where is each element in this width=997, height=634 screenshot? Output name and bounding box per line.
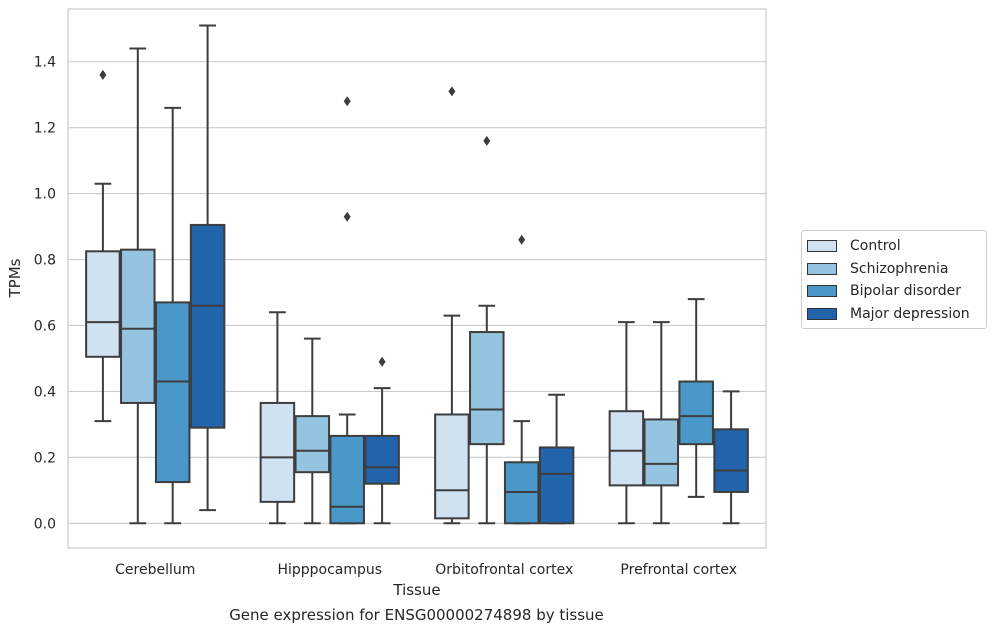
box-0-2	[154, 106, 191, 525]
y-tick-label: 1.0	[34, 187, 56, 203]
y-tick-label: 0.2	[34, 450, 56, 466]
box-body	[329, 434, 365, 525]
box-body	[120, 248, 156, 404]
chart-caption: Gene expression for ENSG00000274898 by t…	[229, 606, 604, 624]
legend-label: Bipolar disorder	[850, 283, 962, 300]
box-body	[364, 434, 400, 485]
legend-label: Major depression	[850, 305, 970, 322]
y-tick-label: 1.2	[34, 121, 56, 137]
outlier-point	[518, 234, 526, 245]
outlier-point	[99, 69, 107, 80]
box-body	[434, 413, 470, 520]
box-3-0	[608, 321, 645, 525]
legend-item: Schizophrenia	[802, 258, 986, 281]
legend-swatch	[807, 285, 837, 298]
outlier-point	[448, 86, 456, 97]
box-1-3	[364, 356, 400, 525]
box-body	[85, 250, 121, 358]
box-body	[538, 446, 575, 525]
y-tick-label: 0.8	[34, 253, 56, 269]
plot-frame	[67, 8, 767, 549]
box-0-1	[120, 47, 156, 525]
x-tick-label: Orbitofrontal cortex	[435, 562, 573, 578]
box-body	[643, 418, 680, 487]
y-axis-ticks: 0.0 0.2 0.4 0.6 0.8 1.0 1.2 1.4	[34, 55, 56, 533]
legend-item: Control	[802, 235, 986, 258]
box-2-2	[503, 234, 540, 525]
boxes	[85, 24, 749, 525]
box-3-2	[678, 298, 714, 498]
y-tick-label: 0.4	[34, 384, 56, 400]
box-body	[189, 223, 226, 429]
box-3-3	[713, 390, 749, 525]
box-body	[469, 331, 505, 446]
box-body	[154, 301, 191, 484]
box-2-3	[538, 393, 575, 525]
legend-swatch	[807, 262, 837, 275]
legend: Control Schizophrenia Bipolar disorder Majo…	[801, 230, 987, 329]
box-body	[713, 428, 749, 493]
x-axis-label: Tissue	[392, 581, 440, 599]
legend-swatch	[807, 307, 837, 320]
legend-item: Bipolar disorder	[802, 280, 986, 303]
x-tick-label: Hipppocampus	[277, 562, 382, 578]
x-tick-label: Prefrontal cortex	[620, 562, 737, 578]
x-tick-label: Cerebellum	[115, 562, 195, 578]
box-3-1	[643, 321, 680, 525]
box-body	[608, 410, 645, 487]
y-axis-label: TPMs	[6, 258, 24, 298]
outlier-point	[343, 211, 351, 222]
outlier-point	[378, 356, 386, 367]
y-tick-label: 1.4	[34, 55, 56, 71]
box-body	[294, 415, 331, 474]
box-1-0	[259, 311, 296, 525]
outlier-point	[343, 96, 351, 107]
y-tick-label: 0.0	[34, 516, 56, 532]
legend-label: Control	[850, 238, 901, 255]
x-axis-ticks: Cerebellum Hipppocampus Orbitofrontal cort…	[115, 562, 737, 578]
legend-item: Major depression	[802, 303, 986, 326]
box-2-0	[434, 86, 470, 525]
box-1-1	[294, 337, 331, 525]
y-tick-label: 0.6	[34, 318, 56, 334]
outlier-point	[483, 135, 491, 146]
box-body	[259, 401, 296, 503]
box-0-3	[189, 24, 226, 512]
box-body	[678, 380, 714, 446]
legend-label: Schizophrenia	[850, 260, 949, 277]
legend-swatch	[807, 240, 837, 253]
box-1-2	[329, 96, 365, 525]
box-2-1	[469, 135, 505, 525]
box-0-0	[85, 69, 121, 423]
